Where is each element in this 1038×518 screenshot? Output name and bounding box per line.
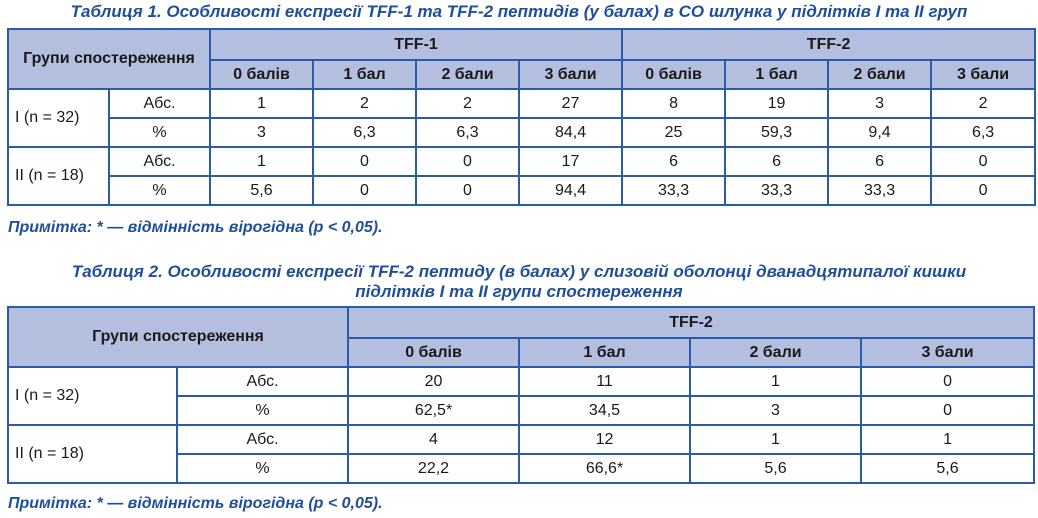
table-cell: 0 bbox=[930, 146, 1037, 177]
table-cell: 1 bbox=[859, 424, 1036, 455]
table1-caption: Таблиця 1. Особливості експресії TFF-1 т… bbox=[70, 2, 968, 21]
table2-caption-line2: підлітків І та ІІ групи спостереження bbox=[355, 282, 683, 301]
table-cell: 6 bbox=[827, 146, 933, 177]
row-type-label: Абс. bbox=[176, 424, 349, 455]
score-header: 1 бал bbox=[312, 59, 417, 90]
table2-caption-line1: Таблиця 2. Особливості експресії TFF-2 п… bbox=[71, 262, 967, 281]
table-cell: 2 bbox=[415, 88, 520, 119]
table-cell: 1 bbox=[689, 366, 862, 397]
group-header: Групи спостереження bbox=[7, 306, 349, 368]
table-cell: 1 bbox=[209, 146, 314, 177]
table-cell: 6,3 bbox=[930, 117, 1037, 148]
group-label: І (n = 32) bbox=[7, 366, 178, 426]
row-type-label: % bbox=[176, 395, 349, 426]
table-row: % 22,2 66,6* 5,6 5,6 bbox=[8, 453, 1036, 484]
table-cell: 5,6 bbox=[209, 175, 314, 206]
table-cell: 5,6 bbox=[689, 453, 862, 484]
score-header: 0 балів bbox=[621, 59, 727, 90]
table-row: % 62,5* 34,5 3 0 bbox=[8, 395, 1036, 426]
score-header: 3 бали bbox=[930, 59, 1037, 90]
table-cell: 3 bbox=[689, 395, 862, 426]
table-cell: 1 bbox=[209, 88, 314, 119]
table-cell: 0 bbox=[930, 175, 1037, 206]
tff1-header: TFF-1 bbox=[208, 28, 624, 61]
table-cell: 9,4 bbox=[827, 117, 933, 148]
table-cell: 8 bbox=[621, 88, 727, 119]
score-header: 1 бал bbox=[518, 337, 691, 368]
score-header: 3 бали bbox=[859, 337, 1036, 368]
table1: Групи спостереження TFF-1 TFF-2 0 балів … bbox=[7, 28, 1037, 206]
table-cell: 2 bbox=[312, 88, 417, 119]
table-cell: 4 bbox=[347, 424, 520, 455]
row-type-label: Абс. bbox=[108, 88, 211, 119]
table-cell: 84,4 bbox=[517, 117, 624, 148]
table-cell: 33,3 bbox=[827, 175, 933, 206]
table-cell: 66,6* bbox=[518, 453, 691, 484]
table-cell: 19 bbox=[724, 88, 830, 119]
row-type-label: % bbox=[108, 117, 211, 148]
table-cell: 3 bbox=[209, 117, 314, 148]
table-cell: 6 bbox=[621, 146, 727, 177]
table-cell: 17 bbox=[517, 146, 624, 177]
table-cell: 0 bbox=[312, 146, 417, 177]
tff2-header: TFF-2 bbox=[621, 28, 1037, 61]
table-cell: 6,3 bbox=[415, 117, 520, 148]
table-cell: 12 bbox=[518, 424, 691, 455]
group-label: ІІ (n = 18) bbox=[7, 424, 178, 484]
table-cell: 34,5 bbox=[518, 395, 691, 426]
table-cell: 6,3 bbox=[312, 117, 417, 148]
table-cell: 0 bbox=[415, 146, 520, 177]
score-header: 2 бали bbox=[689, 337, 862, 368]
table-row: І (n = 32) Абс. 20 11 1 0 bbox=[7, 366, 1036, 426]
row-type-label: Абс. bbox=[108, 146, 211, 177]
tff2-header: TFF-2 bbox=[346, 306, 1036, 339]
row-type-label: % bbox=[176, 453, 349, 484]
table-row: % 3 6,3 6,3 84,4 25 59,3 9,4 6,3 bbox=[8, 117, 1037, 148]
table2: Групи спостереження TFF-2 0 балів 1 бал … bbox=[7, 306, 1036, 484]
table-cell: 11 bbox=[518, 366, 691, 397]
table-cell: 25 bbox=[621, 117, 727, 148]
score-header: 1 бал bbox=[724, 59, 830, 90]
table-cell: 27 bbox=[517, 88, 624, 119]
table-row: І (n = 32) Абс. 1 2 2 27 8 19 3 2 bbox=[7, 88, 1037, 148]
table-cell: 94,4 bbox=[517, 175, 624, 206]
table-cell: 20 bbox=[347, 366, 520, 397]
table-cell: 0 bbox=[859, 395, 1036, 426]
table-cell: 22,2 bbox=[347, 453, 520, 484]
table-cell: 59,3 bbox=[724, 117, 830, 148]
score-header: 3 бали bbox=[517, 59, 624, 90]
table-cell: 1 bbox=[689, 424, 862, 455]
table-cell: 0 bbox=[312, 175, 417, 206]
score-header: 2 бали bbox=[827, 59, 933, 90]
table-cell: 0 bbox=[415, 175, 520, 206]
table-row: ІІ (n = 18) Абс. 1 0 0 17 6 6 6 0 bbox=[7, 146, 1037, 206]
row-type-label: % bbox=[108, 175, 211, 206]
group-label: ІІ (n = 18) bbox=[7, 146, 110, 206]
score-header: 0 балів bbox=[347, 337, 520, 368]
table-cell: 2 bbox=[930, 88, 1037, 119]
table-cell: 5,6 bbox=[859, 453, 1036, 484]
table1-note: Примітка: * — відмінність вірогідна (р <… bbox=[8, 219, 383, 236]
score-header: 0 балів bbox=[209, 59, 314, 90]
row-type-label: Абс. bbox=[176, 366, 349, 397]
table-cell: 33,3 bbox=[724, 175, 830, 206]
group-label: І (n = 32) bbox=[7, 88, 110, 148]
table-cell: 0 bbox=[859, 366, 1036, 397]
table-row: ІІ (n = 18) Абс. 4 12 1 1 bbox=[7, 424, 1036, 484]
score-header: 2 бали bbox=[415, 59, 520, 90]
table-cell: 3 bbox=[827, 88, 933, 119]
group-header: Групи спостереження bbox=[7, 28, 211, 90]
table2-caption: Таблиця 2. Особливості експресії TFF-2 п… bbox=[0, 262, 1038, 302]
table-cell: 33,3 bbox=[621, 175, 727, 206]
table2-note: Примітка: * — відмінність вірогідна (р <… bbox=[8, 495, 383, 512]
table-row: % 5,6 0 0 94,4 33,3 33,3 33,3 0 bbox=[8, 175, 1037, 206]
table-cell: 6 bbox=[724, 146, 830, 177]
table-cell: 62,5* bbox=[347, 395, 520, 426]
